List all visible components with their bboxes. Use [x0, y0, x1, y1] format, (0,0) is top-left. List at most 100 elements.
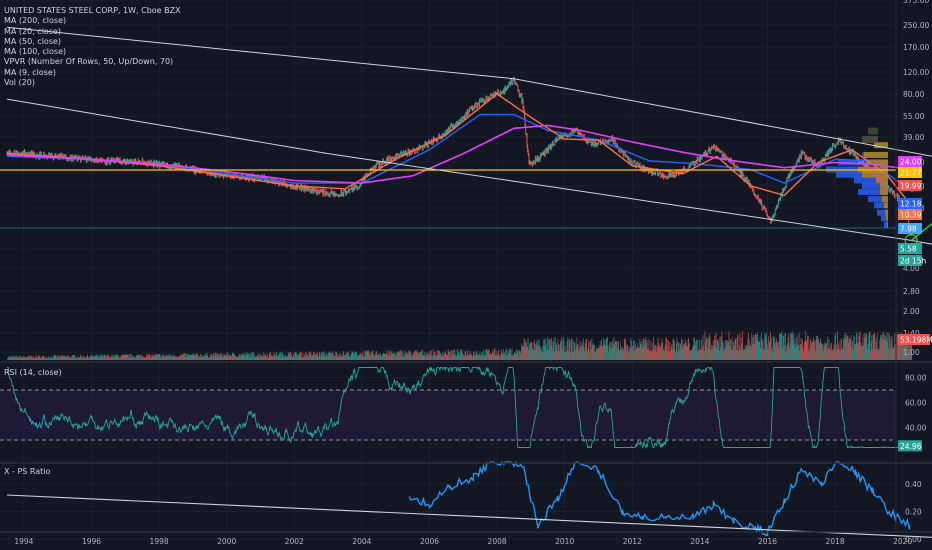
volume-bar	[376, 355, 378, 360]
volume-bar	[690, 350, 692, 360]
volume-bar	[686, 346, 688, 360]
volume-bar	[445, 350, 446, 360]
volume-bar	[854, 344, 856, 360]
volume-bar	[736, 336, 738, 360]
volume-bar	[279, 353, 281, 360]
volume-bar	[891, 340, 892, 360]
volume-bar	[354, 354, 355, 360]
volume-bar	[247, 354, 249, 360]
volume-bar	[794, 347, 796, 360]
volume-bar	[595, 351, 597, 360]
volume-bar	[517, 355, 519, 360]
legend-ma50[interactable]: MA (50, close)	[4, 36, 62, 46]
volume-bar	[720, 336, 722, 360]
volume-bar	[42, 356, 44, 360]
price-label-text: 21.77	[900, 169, 922, 178]
volume-bar	[822, 349, 824, 360]
volume-bar	[266, 357, 268, 360]
volume-bar	[852, 341, 853, 360]
price-pane	[0, 76, 914, 237]
volume-bar	[627, 344, 628, 360]
volume-bar	[861, 345, 863, 360]
volume-bar	[81, 356, 82, 360]
volume-bar	[342, 352, 344, 360]
volume-bar	[793, 333, 795, 360]
legend-ma100[interactable]: MA (100, close)	[4, 47, 67, 57]
price-label: 12.18	[898, 198, 922, 209]
legend-ma200[interactable]: MA (200, close)	[4, 16, 67, 26]
volume-profile-down	[862, 182, 880, 189]
volume-bar	[842, 338, 844, 360]
volume-bar	[398, 351, 400, 360]
volume-bar	[98, 356, 99, 360]
legend-ma20[interactable]: MA (20, close)	[4, 26, 62, 36]
volume-bar	[306, 353, 308, 360]
volume-bar	[783, 333, 785, 360]
volume-bar	[731, 337, 733, 360]
legend-vol[interactable]: Vol (20)	[4, 78, 35, 88]
volume-bar	[291, 355, 292, 360]
legend-ma9[interactable]: MA (9, close)	[4, 67, 56, 77]
volume-bar	[591, 338, 593, 360]
volume-bar	[869, 331, 871, 360]
rsi-legend[interactable]: RSI (14, close)	[4, 368, 62, 377]
volume-bar	[415, 350, 417, 360]
volume-bar	[305, 351, 307, 360]
volume-bar	[363, 356, 365, 360]
volume-bar	[781, 348, 783, 360]
volume-bar	[749, 345, 751, 360]
volume-bar	[534, 343, 536, 360]
volume-bar	[597, 348, 599, 360]
volume-bar	[601, 339, 602, 360]
volume-bar	[8, 357, 10, 360]
volume-bar	[430, 350, 432, 360]
volume-bar	[491, 350, 493, 360]
volume-bar	[663, 348, 665, 360]
volume-bar	[173, 356, 175, 360]
volume-bar	[358, 355, 359, 360]
volume-bar	[194, 354, 196, 360]
rsi-band	[0, 389, 896, 441]
volume-bar	[685, 342, 687, 360]
volume-bar	[434, 355, 436, 360]
volume-bar	[155, 354, 157, 360]
volume-bar	[830, 343, 832, 360]
volume-bar	[193, 354, 195, 360]
volume-bar	[190, 354, 192, 360]
volume-bar	[560, 341, 562, 360]
volume-bar	[112, 357, 114, 360]
ps-legend[interactable]: X - PS Ratio	[4, 467, 51, 476]
time-axis[interactable]: 1994 1996 1998 2000 2002 2004 2006 2008 2010 2012…	[14, 537, 932, 546]
volume-bar	[795, 337, 797, 360]
volume-bar	[581, 341, 583, 360]
volume-bar	[735, 337, 737, 360]
volume-bar	[138, 354, 140, 360]
volume-bar	[788, 333, 790, 360]
volume-bar	[771, 347, 773, 360]
volume-bar	[176, 357, 177, 360]
volume-bar	[732, 349, 734, 360]
price-axis[interactable]: 375.00250.00170.00120.0080.0055.0039.002…	[898, 0, 932, 544]
volume-bar	[300, 352, 302, 360]
volume-bar	[74, 355, 76, 360]
legend-vpvr[interactable]: VPVR (Number Of Rows, 50, Up/Down, 70)	[4, 57, 174, 67]
volume-bar	[783, 335, 784, 360]
volume-bar	[718, 350, 720, 360]
volume-bar	[883, 331, 885, 360]
volume-bar	[844, 332, 846, 360]
volume-bar	[267, 353, 268, 360]
volume-bar	[220, 352, 222, 360]
volume-bar	[579, 347, 580, 360]
volume-bar	[332, 353, 333, 360]
volume-bar	[294, 352, 296, 360]
volume-bar	[837, 331, 838, 360]
volume-bar	[567, 337, 569, 360]
volume-bar	[556, 343, 558, 360]
volume-bar	[462, 352, 463, 360]
volume-bar	[53, 355, 55, 360]
volume-bar	[107, 356, 109, 360]
volume-bar	[552, 348, 554, 360]
volume-bar	[710, 344, 712, 360]
time-tick: 2018	[826, 537, 845, 546]
